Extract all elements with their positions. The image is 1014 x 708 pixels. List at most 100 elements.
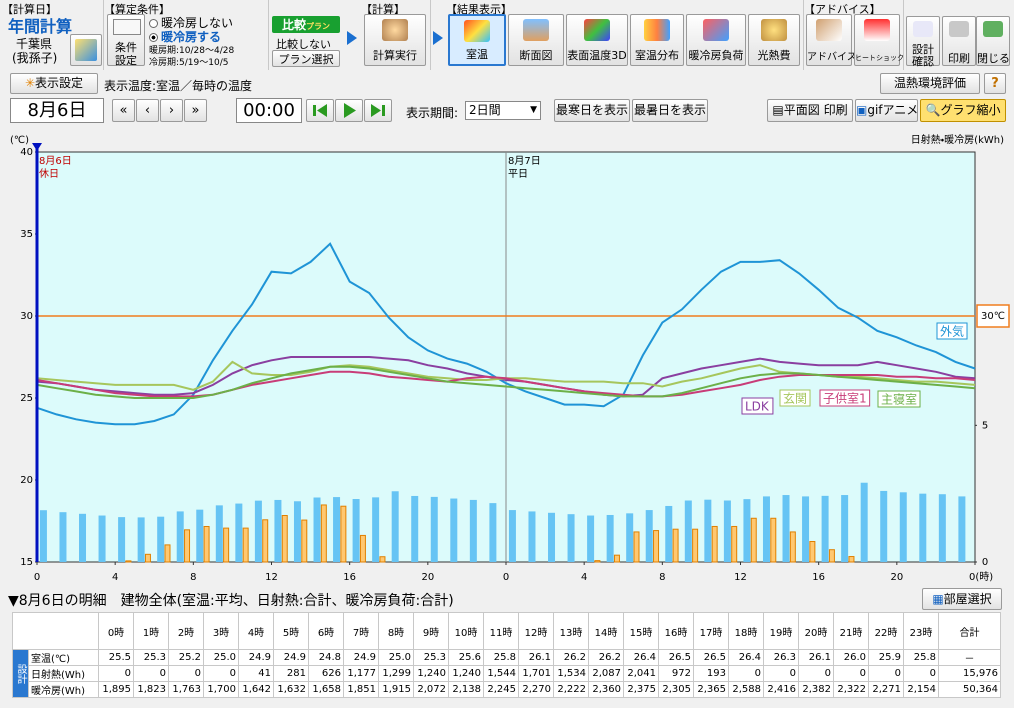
group-header: 【計算】	[361, 3, 405, 16]
bar	[313, 497, 321, 562]
x-tick-label: 16	[343, 572, 356, 583]
nav-button[interactable]: «	[112, 99, 135, 122]
y2-axis-label: 日射熱・暖冷房(kWh)	[911, 133, 1004, 146]
bar	[59, 512, 67, 562]
help-button[interactable]: ?	[984, 73, 1006, 94]
column-header: 22時	[868, 612, 904, 650]
flow-arrow	[433, 31, 443, 45]
heating-period: 暖房期:10/28～4/28	[149, 46, 235, 56]
result-button[interactable]: 室温分布	[630, 14, 684, 66]
bar	[144, 553, 151, 563]
data-row: 設計 室温(℃) 25.5 25.3 25.2 25.0 24.9 24.9 24.8 24.9 2…	[12, 649, 1001, 698]
x-tick-label: 0	[503, 572, 509, 583]
column-header: 10時	[448, 612, 484, 650]
cell: 1,240	[413, 665, 449, 682]
nav-button[interactable]: ‹	[136, 99, 159, 122]
nav-button[interactable]: »	[184, 99, 207, 122]
row-label: 室温(℃)	[28, 649, 99, 666]
advice-icon	[864, 19, 890, 41]
bar	[235, 503, 243, 562]
bar	[379, 556, 386, 563]
radio-option[interactable]: 暖冷房する	[149, 28, 221, 45]
compare-sub: プラン	[306, 22, 330, 31]
cell: 25.9	[868, 649, 904, 666]
compare-title: 比較	[281, 18, 306, 32]
plan-print-button[interactable]: ▤平面図 印刷	[767, 99, 853, 122]
y-tick-label: 20	[20, 475, 33, 486]
cell: 1,851	[343, 681, 379, 698]
coldest-button[interactable]: 最寒日を表示	[554, 99, 630, 122]
bar	[262, 519, 269, 563]
tool-button[interactable]: 閉じる	[976, 16, 1010, 66]
button-label: 平面図 印刷	[783, 103, 848, 117]
line-series	[36, 365, 976, 399]
bar	[828, 549, 835, 563]
display-settings-button[interactable]: ✳表示設定	[10, 73, 98, 94]
legend-box	[779, 389, 811, 407]
radio-option[interactable]: 暖冷房しない	[149, 14, 233, 31]
evaluation-button[interactable]: 温熱環境評価	[880, 73, 980, 94]
cell: 1,240	[448, 665, 484, 682]
bar	[743, 499, 751, 562]
x-tick-label: 20	[421, 572, 434, 583]
result-icon	[761, 19, 787, 41]
play-button[interactable]	[335, 99, 363, 122]
cell: 193	[693, 665, 729, 682]
column-header: 19時	[763, 612, 799, 650]
bar	[731, 525, 738, 563]
bar	[176, 511, 184, 562]
bar	[411, 495, 419, 562]
day-type-label: 平日	[508, 169, 528, 180]
nav-button[interactable]: ›	[160, 99, 183, 122]
column-header: 15時	[623, 612, 659, 650]
bar	[802, 496, 810, 562]
location-button[interactable]	[70, 34, 102, 66]
cell: 25.8	[483, 649, 519, 666]
play-forward-button[interactable]	[364, 99, 392, 122]
result-button[interactable]: 光熱費	[748, 14, 800, 66]
radio-label: 暖冷房しない	[161, 16, 234, 30]
results-group: 【結果表示】 室温 断面図 表面温度3D 室温分布 暖冷房負荷 光熱費	[445, 0, 804, 70]
result-button[interactable]: 断面図	[508, 14, 564, 66]
result-button[interactable]: 表面温度3D	[566, 14, 628, 66]
result-button[interactable]: 室温	[448, 14, 506, 66]
y-tick-label: 35	[20, 229, 33, 240]
advice-button[interactable]: アドバイス	[806, 14, 857, 66]
location-icon	[75, 39, 97, 61]
period-select[interactable]: 2日間 ▼	[465, 101, 541, 120]
x-tick-label: 12	[734, 572, 747, 583]
group-header: 【アドバイス】	[804, 3, 881, 16]
cell: 2,041	[623, 665, 659, 682]
play-back-button[interactable]	[306, 99, 334, 122]
shrink-button[interactable]: 🔍グラフ縮小	[920, 99, 1006, 122]
bar	[633, 531, 640, 563]
result-button[interactable]: 暖冷房負荷	[686, 14, 746, 66]
bar	[899, 492, 907, 562]
calc-run-button[interactable]: 計算実行	[364, 14, 426, 66]
tool-button[interactable]: 設計 確認	[906, 16, 940, 68]
data-row: 日射熱(Wh) 0 0 0 0 41 281 626 1,177 1,299 1,240 1,240 1…	[13, 665, 1001, 682]
room-select-button[interactable]: ▦部屋選択	[922, 588, 1002, 610]
radio-dot	[149, 19, 158, 28]
advice-button[interactable]: ヒートショック	[854, 14, 904, 66]
hottest-button[interactable]: 最暑日を表示	[632, 99, 708, 122]
row-label: 日射熱(Wh)	[28, 665, 99, 682]
column-header: 13時	[553, 612, 589, 650]
column-header: 2時	[168, 612, 204, 650]
bar	[684, 500, 692, 562]
aircon-icon	[113, 19, 141, 35]
tool-button[interactable]: 印刷	[942, 16, 976, 66]
compare-badge[interactable]: 比較プラン	[272, 16, 340, 33]
bar	[770, 517, 777, 563]
cell: 25.6	[448, 649, 484, 666]
bar	[450, 498, 458, 562]
conditions-button[interactable]: 条件 設定	[107, 14, 145, 67]
column-header: 18時	[728, 612, 764, 650]
button-label: 部屋選択	[943, 592, 992, 606]
gif-button[interactable]: ▣gifアニメ	[855, 99, 918, 122]
plan-select-button[interactable]: プラン選択	[272, 50, 340, 67]
legend-box	[936, 322, 968, 340]
cell: 2,375	[623, 681, 659, 698]
reference-label-box	[976, 304, 1010, 328]
column-header: 16時	[658, 612, 694, 650]
